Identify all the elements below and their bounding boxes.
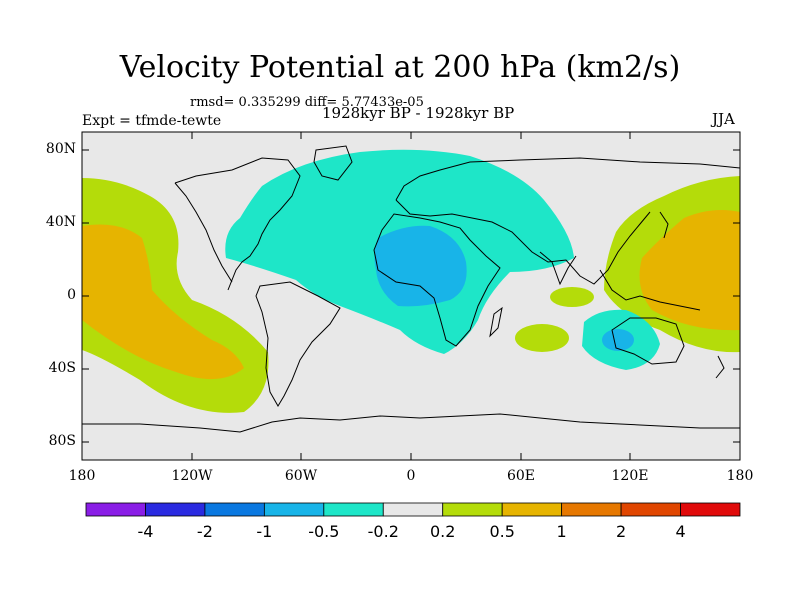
coast-india [539, 251, 577, 286]
moderate-anomaly-africa [374, 225, 467, 307]
colorbar-swatch [145, 502, 206, 517]
colorbar-swatch [382, 502, 444, 517]
colorbar-label: -4 [137, 522, 154, 541]
colorbar-swatch [501, 502, 563, 517]
colorbar-label: 0.5 [489, 522, 515, 541]
x-axis-label-0: 0 [406, 468, 416, 484]
colorbar-label: 1 [556, 522, 567, 541]
positive-blob-indian-ocean [550, 287, 594, 307]
stats-text: rmsd= 0.335299 diff= 5.77433e-05 [190, 95, 424, 110]
strong-anomaly-east-pacific [82, 224, 244, 380]
coast-greenland [313, 145, 353, 181]
colorbar-swatch [620, 502, 681, 517]
colorbar-swatch [85, 502, 146, 517]
x-axis-label-120e: 120E [611, 468, 649, 484]
coast-japan [659, 211, 669, 239]
coast-new-zealand [715, 355, 725, 379]
strong-anomaly-west-pacific [639, 210, 740, 331]
coast-antarctica [82, 413, 740, 433]
colorbar-swatch [442, 502, 503, 517]
x-axis-label-120w: 120W [171, 468, 213, 484]
colorbar [85, 502, 741, 517]
coast-madagascar [489, 306, 503, 338]
colorbar-swatch [561, 502, 622, 517]
colorbar-swatch [204, 502, 265, 517]
colorbar-label: 2 [615, 522, 627, 541]
y-axis-label-0: 0 [67, 287, 76, 303]
coast-europe-asia [395, 157, 740, 201]
colorbar-swatch [323, 502, 384, 517]
x-axis-label-180e: 180 [726, 468, 754, 484]
season-label: JJA [712, 110, 735, 128]
colorbar-label: 0.2 [429, 522, 456, 541]
coast-north-america [174, 157, 301, 291]
coast-north-america-west [174, 182, 233, 283]
positive-blob-south-indian-ocean [515, 324, 569, 352]
period-label: 1928kyr BP - 1928kyr BP [322, 104, 515, 122]
coast-europe-south [395, 199, 651, 285]
coast-australia [611, 317, 685, 365]
colorbar-label: -0.5 [308, 522, 340, 541]
coast-southeast-asia [599, 269, 701, 311]
colorbar-swatch [680, 502, 741, 517]
x-axis-label-60w: 60W [284, 468, 318, 484]
y-axis-label-40n: 40N [45, 214, 76, 230]
coastlines [82, 145, 740, 433]
colorbar-label: 4 [675, 522, 686, 541]
y-axis-label-40s: 40S [48, 360, 76, 376]
colorbar-label: -1 [256, 522, 273, 541]
x-axis-label-60e: 60E [506, 468, 536, 484]
moderate-anomaly-south-indian-ocean [602, 329, 634, 351]
colorbar-label: -2 [196, 522, 213, 541]
coast-south-america [255, 281, 341, 407]
experiment-label: Expt = tfmde-tewte [82, 113, 222, 129]
colorbar-swatch [263, 502, 325, 517]
y-axis-label-80s: 80S [48, 433, 76, 449]
y-axis-label-80n: 80N [45, 141, 76, 157]
axis-ticks [82, 132, 740, 460]
coast-africa [373, 213, 501, 347]
chart-title: Velocity Potential at 200 hPa (km2/s) [119, 50, 681, 85]
x-axis-label-180w: 180 [68, 468, 96, 484]
colorbar-label: -0.2 [367, 522, 399, 541]
